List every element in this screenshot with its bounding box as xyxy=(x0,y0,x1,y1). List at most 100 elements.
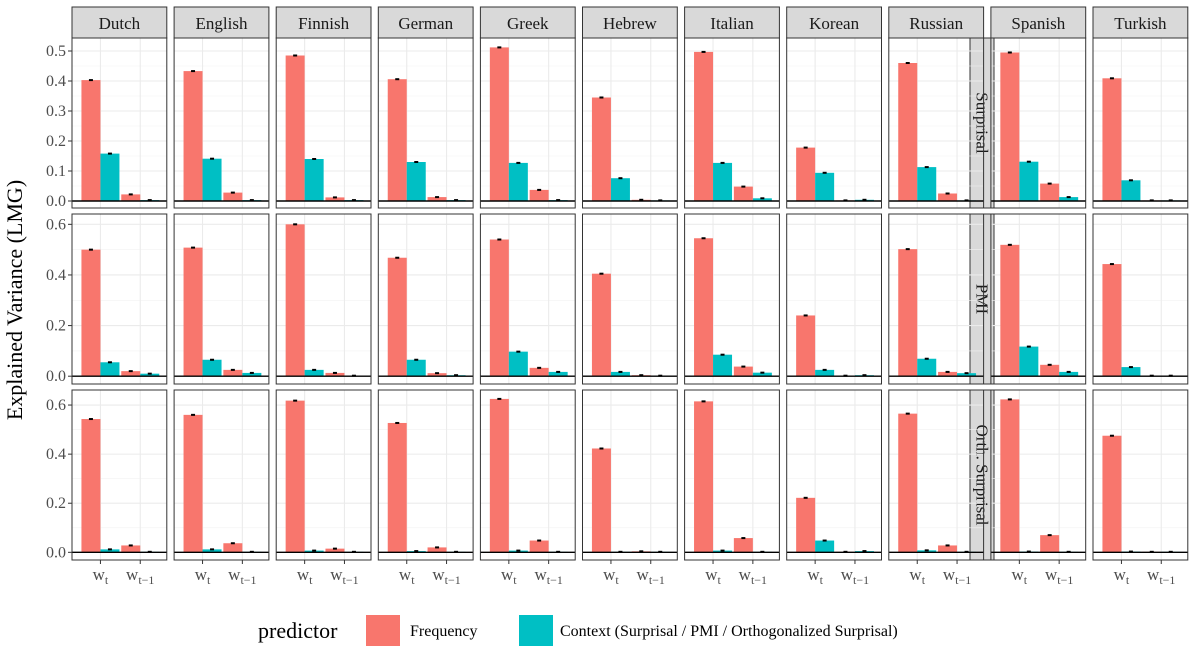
bar-frequency-wt-1 xyxy=(733,186,753,201)
panel-orth-surprisal-italian xyxy=(684,389,780,561)
panel-border xyxy=(71,213,168,385)
panel-border xyxy=(888,389,985,561)
bar-frequency-wt xyxy=(183,247,203,377)
bar-context-wt xyxy=(713,354,733,377)
bar-frequency-wt xyxy=(1102,78,1122,201)
panel-orth-surprisal-greek xyxy=(479,389,576,561)
panel-pmi-dutch xyxy=(71,213,168,385)
panel-border xyxy=(990,213,1087,385)
facet-strip-finnish xyxy=(275,6,372,39)
bar-frequency-wt xyxy=(591,448,611,553)
x-tick-label: wt xyxy=(297,565,313,587)
panel-border xyxy=(173,389,270,561)
legend-label-frequency: Frequency xyxy=(410,623,478,640)
bar-frequency-wt xyxy=(694,238,714,377)
facet-label-english: English xyxy=(196,14,248,33)
x-tick-label: wt xyxy=(1114,565,1130,587)
facet-label-russian: Russian xyxy=(909,14,963,33)
panel-border xyxy=(990,37,1087,209)
panel-pmi-italian xyxy=(684,213,780,385)
bar-context-wt xyxy=(610,371,630,377)
y-tick-label: 0.3 xyxy=(46,103,66,120)
bar-frequency-wt xyxy=(796,315,816,377)
bar-frequency-wt xyxy=(285,55,305,201)
panel-border xyxy=(684,213,780,385)
bar-context-wt xyxy=(304,159,324,201)
panel-border xyxy=(582,213,678,385)
panel-surprisal-spanish xyxy=(990,37,1087,209)
panel-border xyxy=(582,37,678,209)
bar-frequency-wt xyxy=(183,414,203,553)
bar-frequency-wt-1 xyxy=(427,197,447,201)
panel-border xyxy=(786,389,883,561)
y-tick-label: 0.4 xyxy=(46,267,66,284)
panel-border xyxy=(1092,213,1189,385)
bar-frequency-wt xyxy=(387,79,407,201)
panel-surprisal-russian xyxy=(888,37,985,209)
bar-context-wt xyxy=(1121,367,1141,377)
bar-frequency-wt-1 xyxy=(938,193,958,201)
x-tick-label: wt−1 xyxy=(739,565,767,587)
panel-pmi-german xyxy=(377,213,474,385)
legend-label-context: Context (Surprisal / PMI / Orthogonalize… xyxy=(560,623,898,640)
panel-border xyxy=(990,389,1087,561)
y-tick-label: 0.1 xyxy=(46,163,66,180)
panel-pmi-russian xyxy=(888,213,985,385)
x-tick-label: wt xyxy=(399,565,415,587)
panel-orth-surprisal-hebrew xyxy=(582,389,678,561)
bar-frequency-wt xyxy=(183,71,203,201)
y-tick-label: 0.2 xyxy=(46,133,66,150)
bar-context-wt xyxy=(406,359,426,377)
bar-frequency-wt-1 xyxy=(1040,183,1060,201)
x-tick-label: wt xyxy=(807,565,823,587)
bar-context-wt-1 xyxy=(957,373,977,377)
panel-border xyxy=(479,389,576,561)
bar-context-wt-1 xyxy=(548,371,568,377)
panel-surprisal-italian xyxy=(684,37,780,209)
bar-frequency-wt xyxy=(591,97,611,201)
bar-frequency-wt xyxy=(81,419,101,553)
bar-frequency-wt xyxy=(898,63,918,201)
y-tick-label: 0.0 xyxy=(46,193,66,210)
legend-swatch-frequency xyxy=(366,615,400,647)
bar-frequency-wt-1 xyxy=(529,540,549,553)
y-tick-label: 0.6 xyxy=(46,216,66,233)
panel-border xyxy=(479,37,576,209)
x-tick-label: wt−1 xyxy=(432,565,460,587)
bar-context-wt xyxy=(202,359,222,377)
x-tick-label: wt xyxy=(603,565,619,587)
bar-frequency-wt xyxy=(1102,435,1122,553)
facet-strip-german xyxy=(377,6,474,39)
facet-label-german: German xyxy=(398,14,453,33)
bar-frequency-wt-1 xyxy=(325,372,345,377)
panel-border xyxy=(173,37,270,209)
facet-strip-dutch xyxy=(71,6,168,39)
bar-context-wt-1 xyxy=(242,372,262,377)
y-tick-label: 0.6 xyxy=(46,397,66,414)
x-tick-label: wt xyxy=(909,565,925,587)
bar-frequency-wt-1 xyxy=(223,192,243,201)
bar-frequency-wt-1 xyxy=(733,366,753,377)
x-tick-label: wt−1 xyxy=(841,565,869,587)
bar-frequency-wt xyxy=(898,413,918,553)
panel-border xyxy=(377,389,474,561)
row-strip-label-pmi: PMI xyxy=(973,284,992,315)
panel-surprisal-turkish xyxy=(1092,37,1189,209)
bar-context-wt-1 xyxy=(140,373,160,377)
panel-surprisal-greek xyxy=(479,37,576,209)
x-tick-label: wt−1 xyxy=(228,565,256,587)
x-tick-label: wt xyxy=(705,565,721,587)
panel-border xyxy=(377,37,474,209)
bar-frequency-wt xyxy=(489,398,509,553)
bar-frequency-wt xyxy=(489,239,509,377)
x-tick-label: wt−1 xyxy=(1147,565,1175,587)
panel-orth-surprisal-korean xyxy=(786,389,883,561)
row-strip-label-orth-surprisal: Orth. Surprisal xyxy=(973,424,992,525)
y-tick-label: 0.5 xyxy=(46,43,66,60)
bar-frequency-wt xyxy=(387,422,407,553)
bar-frequency-wt-1 xyxy=(223,369,243,377)
bar-frequency-wt xyxy=(285,400,305,553)
y-tick-label: 0.2 xyxy=(46,495,66,512)
legend-swatch-context xyxy=(519,615,553,647)
